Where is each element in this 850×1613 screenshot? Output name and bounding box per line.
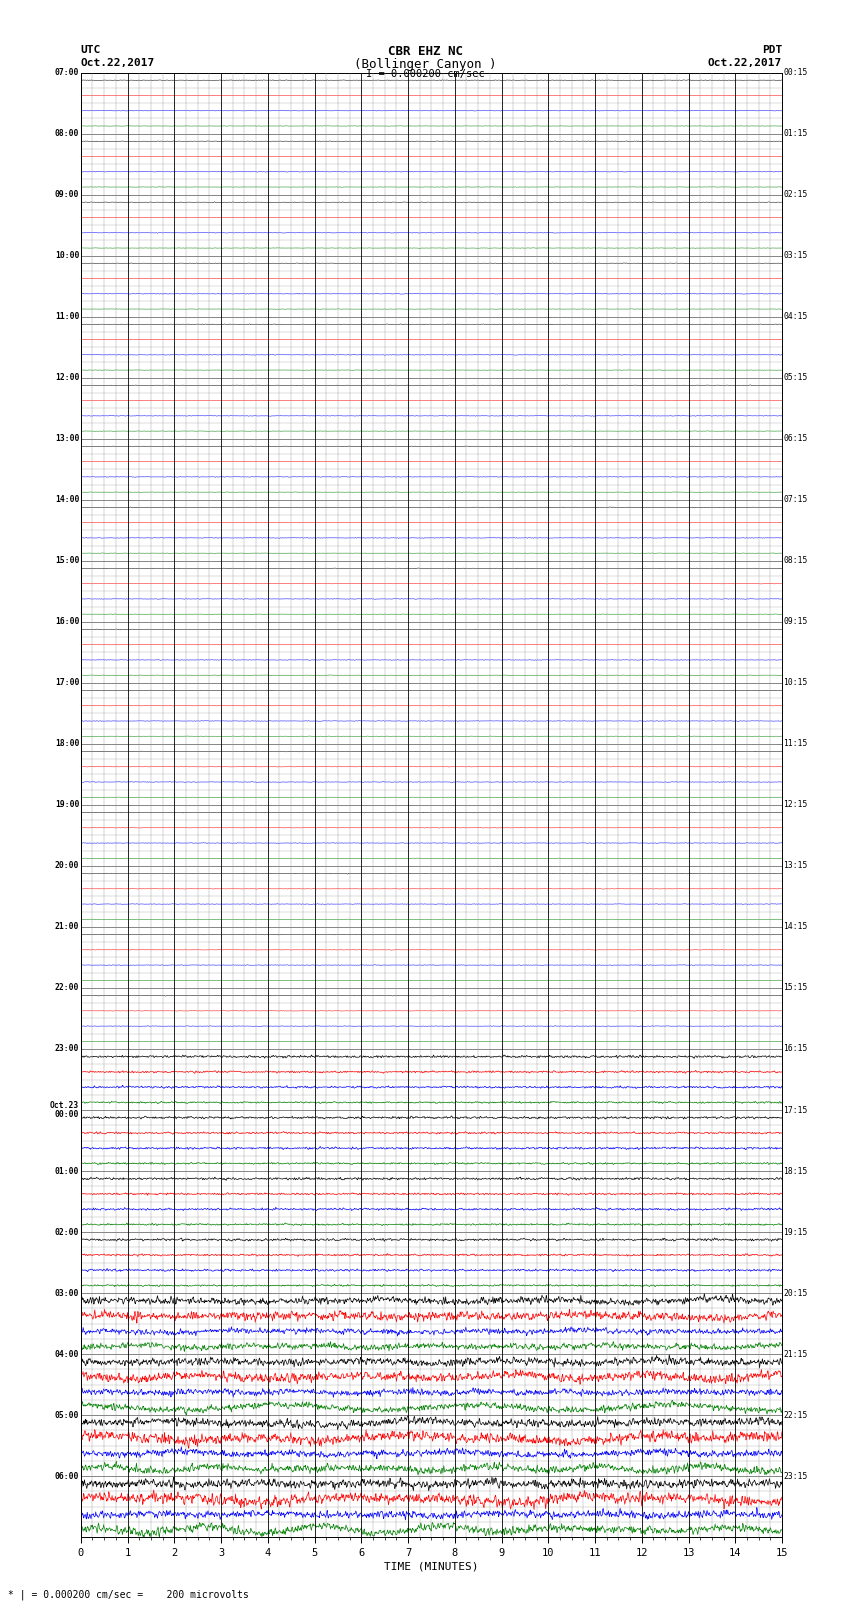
Text: 18:15: 18:15 [784, 1166, 808, 1176]
Text: 20:00: 20:00 [55, 861, 79, 871]
Text: 17:15: 17:15 [784, 1105, 808, 1115]
Text: 16:15: 16:15 [784, 1045, 808, 1053]
Text: 15:15: 15:15 [784, 984, 808, 992]
Text: 11:00: 11:00 [55, 313, 79, 321]
Text: 23:15: 23:15 [784, 1471, 808, 1481]
Text: 21:15: 21:15 [784, 1350, 808, 1358]
Text: 23:00: 23:00 [55, 1045, 79, 1053]
Text: 08:00: 08:00 [55, 129, 79, 139]
Text: 10:00: 10:00 [55, 252, 79, 260]
Text: 22:15: 22:15 [784, 1411, 808, 1419]
Text: 03:00: 03:00 [55, 1289, 79, 1297]
Text: 01:15: 01:15 [784, 129, 808, 139]
Text: (Bollinger Canyon ): (Bollinger Canyon ) [354, 58, 496, 71]
Text: 10:15: 10:15 [784, 679, 808, 687]
Text: 14:00: 14:00 [55, 495, 79, 505]
Text: 02:15: 02:15 [784, 190, 808, 198]
Text: 22:00: 22:00 [55, 984, 79, 992]
Text: 21:00: 21:00 [55, 923, 79, 931]
Text: * | = 0.000200 cm/sec =    200 microvolts: * | = 0.000200 cm/sec = 200 microvolts [8, 1589, 249, 1600]
Text: 06:00: 06:00 [55, 1471, 79, 1481]
Text: 20:15: 20:15 [784, 1289, 808, 1297]
Text: 09:15: 09:15 [784, 618, 808, 626]
Text: 07:00: 07:00 [55, 68, 79, 77]
Text: 01:00: 01:00 [55, 1166, 79, 1176]
Text: 13:00: 13:00 [55, 434, 79, 444]
Text: 05:15: 05:15 [784, 373, 808, 382]
Text: 16:00: 16:00 [55, 618, 79, 626]
Text: I = 0.000200 cm/sec: I = 0.000200 cm/sec [366, 69, 484, 79]
Text: 12:00: 12:00 [55, 373, 79, 382]
Text: 19:00: 19:00 [55, 800, 79, 810]
Text: 15:00: 15:00 [55, 556, 79, 565]
Text: 08:15: 08:15 [784, 556, 808, 565]
X-axis label: TIME (MINUTES): TIME (MINUTES) [384, 1561, 479, 1571]
Text: Oct.23: Oct.23 [50, 1102, 79, 1110]
Text: 04:15: 04:15 [784, 313, 808, 321]
Text: 12:15: 12:15 [784, 800, 808, 810]
Text: 06:15: 06:15 [784, 434, 808, 444]
Text: 02:00: 02:00 [55, 1227, 79, 1237]
Text: 14:15: 14:15 [784, 923, 808, 931]
Text: 11:15: 11:15 [784, 739, 808, 748]
Text: 19:15: 19:15 [784, 1227, 808, 1237]
Text: Oct.22,2017: Oct.22,2017 [81, 58, 155, 68]
Text: 03:15: 03:15 [784, 252, 808, 260]
Text: Oct.22,2017: Oct.22,2017 [708, 58, 782, 68]
Text: CBR EHZ NC: CBR EHZ NC [388, 45, 462, 58]
Text: UTC: UTC [81, 45, 101, 55]
Text: 09:00: 09:00 [55, 190, 79, 198]
Text: 13:15: 13:15 [784, 861, 808, 871]
Text: 00:15: 00:15 [784, 68, 808, 77]
Text: 05:00: 05:00 [55, 1411, 79, 1419]
Text: 17:00: 17:00 [55, 679, 79, 687]
Text: PDT: PDT [762, 45, 782, 55]
Text: 18:00: 18:00 [55, 739, 79, 748]
Text: 04:00: 04:00 [55, 1350, 79, 1358]
Text: 07:15: 07:15 [784, 495, 808, 505]
Text: 00:00: 00:00 [55, 1110, 79, 1119]
